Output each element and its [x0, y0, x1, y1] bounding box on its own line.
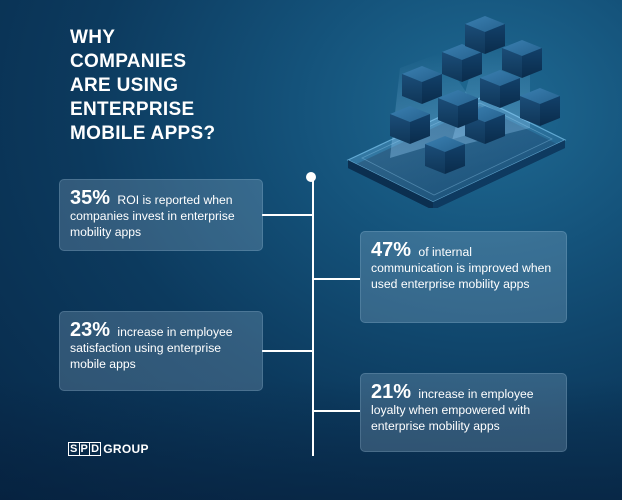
stat-percent: 35%	[70, 187, 111, 209]
stat-text: increase in employee satisfaction using …	[70, 325, 233, 371]
timeline-branch	[314, 278, 360, 280]
stat-percent: 23%	[70, 319, 111, 341]
timeline-start-dot	[306, 172, 316, 182]
stat-percent: 21%	[371, 381, 412, 403]
title-line: COMPANIES	[70, 51, 187, 72]
stat-text: increase in employee loyalty when empowe…	[371, 387, 534, 433]
title-line: MOBILE APPS?	[70, 123, 216, 144]
timeline-branch	[262, 214, 312, 216]
timeline-line	[312, 178, 314, 456]
stat-percent: 47%	[371, 239, 412, 261]
timeline-branch	[262, 350, 312, 352]
logo-letter: D	[89, 443, 100, 455]
stat-text: of internal communication is improved wh…	[371, 245, 552, 291]
title-line: WHY	[70, 27, 116, 48]
spd-group-logo: S P D GROUP	[68, 440, 149, 458]
title-line: ENTERPRISE	[70, 99, 195, 120]
stat-text: ROI is reported when companies invest in…	[70, 193, 235, 239]
cube-icon	[390, 16, 560, 174]
logo-letter: S	[70, 443, 78, 455]
stat-card-loyalty: 21% increase in employee loyalty when em…	[360, 373, 567, 452]
page-title: WHY COMPANIES ARE USING ENTERPRISE MOBIL…	[70, 26, 330, 146]
stat-card-communication: 47% of internal communication is improve…	[360, 231, 567, 323]
stat-card-satisfaction: 23% increase in employee satisfaction us…	[59, 311, 263, 391]
timeline-branch	[314, 410, 360, 412]
logo-wordmark: GROUP	[103, 442, 149, 456]
logo-letter-box: S P D	[68, 442, 102, 456]
logo-letter: P	[78, 443, 89, 455]
stat-card-roi: 35% ROI is reported when companies inves…	[59, 179, 263, 251]
smartphone-cubes-illustration	[346, 16, 567, 208]
title-line: ARE USING	[70, 75, 179, 96]
